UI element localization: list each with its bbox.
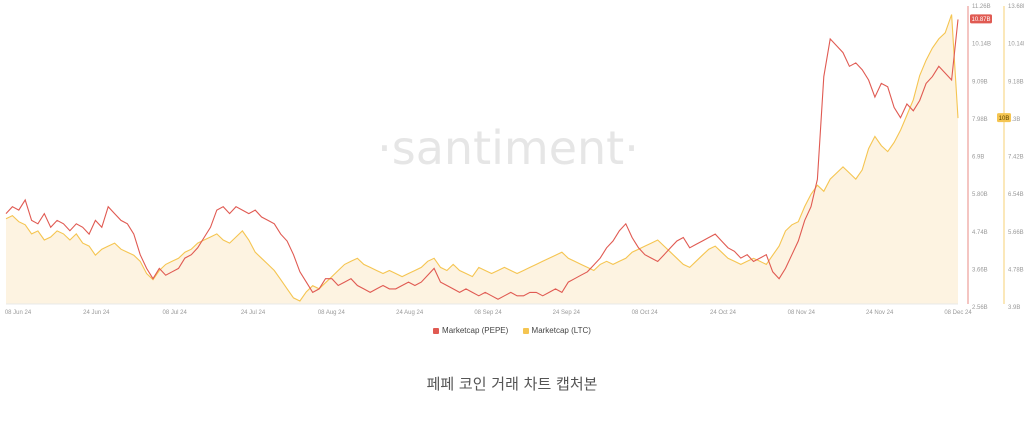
y-left-tick-label: 6.9B [972, 155, 984, 161]
ltc-last-value-badge [997, 113, 1011, 123]
x-tick-label: 08 Aug 24 [318, 310, 346, 316]
y-right-tick-label: 7.42B [1008, 155, 1024, 161]
series-lines [5, 14, 959, 302]
y-right-tick-label: 5.66B [1008, 230, 1024, 236]
y-axis-right-ticks: 13.68B 10.14B 9.18B 8.3B 7.42B 6.54B 5.66B 4.78… [1008, 4, 1024, 311]
ltc-last-value-text: 10B [999, 116, 1010, 122]
y-right-tick-label: 8.3B [1008, 117, 1020, 123]
y-left-tick-label: 3.66B [972, 267, 988, 273]
y-right-tick-label: 13.68B [1008, 4, 1024, 10]
legend-item-ltc[interactable]: Marketcap (LTC) [522, 326, 591, 335]
series-line-ltc [5, 14, 959, 302]
pepe-last-value-text: 10.87B [971, 17, 990, 23]
legend-label-pepe: Marketcap (PEPE) [442, 326, 509, 335]
x-tick-label: 08 Oct 24 [632, 310, 659, 316]
x-tick-label: 08 Nov 24 [788, 310, 816, 316]
y-left-tick-label: 2.56B [972, 305, 988, 311]
watermark-text: ·santiment· [377, 121, 639, 175]
x-tick-label: 08 Dec 24 [944, 310, 972, 316]
x-tick-label: 08 Jul 24 [162, 310, 187, 316]
y-left-tick-label: 9.09B [972, 79, 988, 85]
y-left-tick-label: 4.74B [972, 230, 988, 236]
pepe-swatch [433, 327, 440, 334]
y-left-tick-label: 10.14B [972, 42, 991, 48]
x-axis-ticks: 08 Jun 24 24 Jun 24 08 Jul 24 24 Jul 24 08 A… [5, 310, 973, 316]
y-axis-left-ticks: 11.26B 10.14B 9.09B 7.98B 6.9B 5.80B 4.74B 3.66… [972, 4, 991, 311]
x-tick-label: 24 Jul 24 [241, 310, 266, 316]
x-tick-label: 24 Aug 24 [396, 310, 424, 316]
pepe-last-value-badge [970, 14, 992, 24]
image-caption: 페페 코인 거래 차트 캡처본 [426, 375, 598, 393]
x-tick-label: 24 Nov 24 [866, 310, 894, 316]
y-right-tick-label: 9.18B [1008, 79, 1024, 85]
legend-item-pepe[interactable]: Marketcap (PEPE) [433, 326, 508, 335]
y-left-tick-label: 11.26B [972, 4, 991, 10]
series-line-pepe [5, 19, 959, 300]
x-tick-label: 08 Sep 24 [474, 310, 502, 316]
y-right-tick-label: 10.14B [1008, 42, 1024, 48]
chart-legend: Marketcap (PEPE) Marketcap (LTC) [0, 326, 1024, 335]
x-tick-label: 08 Jun 24 [5, 310, 32, 316]
ltc-area [6, 14, 958, 304]
last-value-badges: 10.87B 10B [970, 14, 1011, 123]
y-right-tick-label: 6.54B [1008, 192, 1024, 198]
ltc-swatch [522, 327, 529, 334]
y-right-tick-label: 4.78B [1008, 267, 1024, 273]
y-left-tick-label: 5.80B [972, 192, 988, 198]
x-tick-label: 24 Jun 24 [83, 310, 110, 316]
axes [6, 6, 1005, 305]
y-right-tick-label: 3.9B [1008, 305, 1020, 311]
x-tick-label: 24 Oct 24 [710, 310, 737, 316]
x-tick-label: 24 Sep 24 [553, 310, 581, 316]
ltc-area-fill [6, 14, 958, 304]
legend-label-ltc: Marketcap (LTC) [531, 326, 591, 335]
y-left-tick-label: 7.98B [972, 117, 988, 123]
chart-area: ·santiment· 08 Jun 24 24 Jun 24 08 Jul 24 2… [5, 4, 1024, 316]
line-chart: ·santiment· 08 Jun 24 24 Jun 24 08 Jul 24 2… [5, 4, 1024, 316]
